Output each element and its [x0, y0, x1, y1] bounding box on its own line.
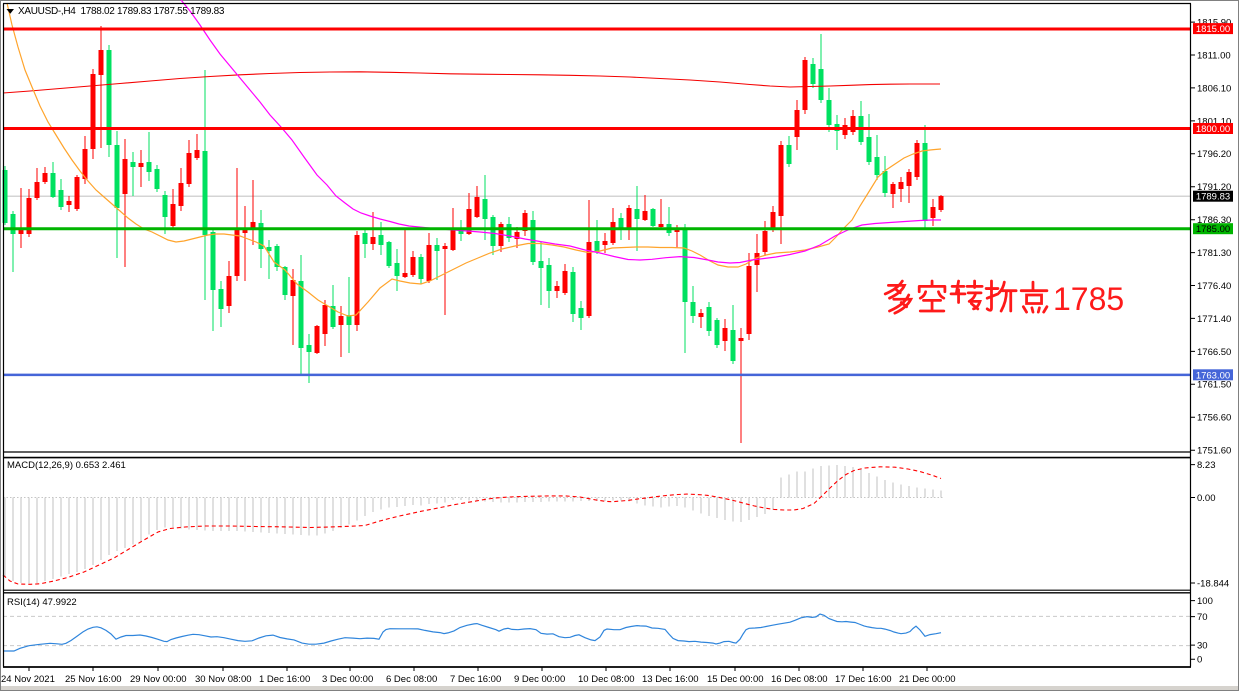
svg-text:1791.20: 1791.20	[1197, 182, 1231, 193]
svg-text:1751.60: 1751.60	[1197, 446, 1231, 457]
svg-text:10 Dec 08:00: 10 Dec 08:00	[578, 674, 635, 685]
svg-text:RSI(14) 47.9922: RSI(14) 47.9922	[7, 597, 77, 608]
svg-text:1800.00: 1800.00	[1196, 124, 1230, 135]
svg-text:1781.30: 1781.30	[1197, 248, 1231, 259]
svg-text:0.00: 0.00	[1197, 493, 1216, 504]
svg-text:30 Nov 08:00: 30 Nov 08:00	[195, 674, 252, 685]
svg-text:1815.00: 1815.00	[1196, 24, 1230, 35]
svg-text:1811.00: 1811.00	[1197, 50, 1231, 61]
svg-text:6 Dec 08:00: 6 Dec 08:00	[386, 674, 437, 685]
svg-text:8.23: 8.23	[1197, 460, 1216, 471]
svg-text:1785.00: 1785.00	[1196, 224, 1230, 235]
svg-text:1785: 1785	[1053, 281, 1124, 317]
svg-text:1763.00: 1763.00	[1196, 370, 1230, 381]
svg-text:1801.10: 1801.10	[1197, 116, 1231, 127]
svg-text:21 Dec 00:00: 21 Dec 00:00	[899, 674, 956, 685]
svg-text:9 Dec 00:00: 9 Dec 00:00	[514, 674, 565, 685]
svg-text:24 Nov 2021: 24 Nov 2021	[1, 674, 55, 685]
svg-text:13 Dec 16:00: 13 Dec 16:00	[642, 674, 699, 685]
svg-text:17 Dec 16:00: 17 Dec 16:00	[835, 674, 892, 685]
svg-text:100: 100	[1197, 596, 1213, 607]
svg-text:-18.844: -18.844	[1197, 578, 1229, 589]
svg-text:29 Nov 00:00: 29 Nov 00:00	[130, 674, 187, 685]
svg-text:1789.83: 1789.83	[1196, 192, 1230, 203]
svg-text:1806.10: 1806.10	[1197, 83, 1231, 94]
svg-text:MACD(12,26,9) 0.653 2.461: MACD(12,26,9) 0.653 2.461	[7, 460, 126, 471]
svg-text:1756.60: 1756.60	[1197, 413, 1231, 424]
svg-text:7 Dec 16:00: 7 Dec 16:00	[450, 674, 501, 685]
svg-text:70: 70	[1197, 612, 1208, 623]
svg-text:XAUUSD-,H4 1788.02 1789.83 17: XAUUSD-,H4 1788.02 1789.83 1787.55 1789.…	[18, 6, 225, 17]
svg-text:1766.50: 1766.50	[1197, 347, 1231, 358]
svg-text:1786.30: 1786.30	[1197, 215, 1231, 226]
svg-text:30: 30	[1197, 641, 1208, 652]
svg-text:1771.40: 1771.40	[1197, 314, 1231, 325]
svg-text:16 Dec 08:00: 16 Dec 08:00	[771, 674, 828, 685]
svg-text:3 Dec 00:00: 3 Dec 00:00	[322, 674, 373, 685]
svg-text:1796.20: 1796.20	[1197, 149, 1231, 160]
svg-text:0: 0	[1197, 655, 1202, 666]
svg-text:1776.40: 1776.40	[1197, 281, 1231, 292]
svg-text:15 Dec 00:00: 15 Dec 00:00	[707, 674, 764, 685]
svg-text:1 Dec 16:00: 1 Dec 16:00	[259, 674, 310, 685]
svg-text:1815.90: 1815.90	[1197, 18, 1231, 29]
svg-text:1761.50: 1761.50	[1197, 380, 1231, 391]
svg-text:25 Nov 16:00: 25 Nov 16:00	[65, 674, 122, 685]
